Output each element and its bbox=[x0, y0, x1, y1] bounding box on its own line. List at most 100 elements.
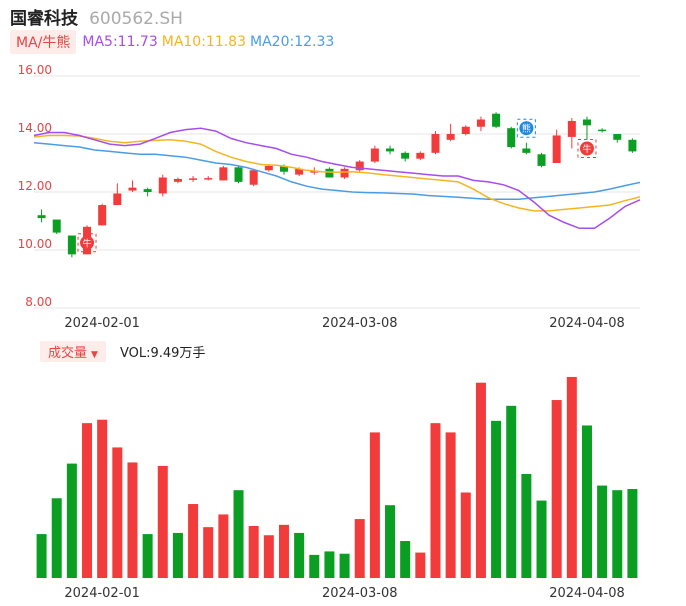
candle-body bbox=[279, 165, 288, 172]
candle-body bbox=[128, 187, 137, 191]
volume-bar bbox=[612, 490, 623, 578]
signal-label: 牛 bbox=[83, 237, 92, 249]
candle-body bbox=[325, 168, 334, 178]
ma-legend: MA/牛熊 MA5:11.73 MA10:11.83 MA20:12.33 bbox=[10, 30, 338, 54]
candle-body bbox=[628, 139, 637, 152]
candle-body bbox=[143, 189, 152, 192]
candle-body bbox=[507, 128, 516, 148]
volume-bar bbox=[127, 462, 138, 578]
volume-bar bbox=[82, 423, 93, 578]
volume-bar bbox=[66, 463, 77, 578]
price-date-label: 2024-03-08 bbox=[322, 316, 398, 331]
candle-body bbox=[67, 235, 76, 255]
volume-bar bbox=[203, 527, 214, 578]
volume-bar bbox=[278, 524, 289, 578]
volume-bar bbox=[627, 489, 638, 578]
volume-bar bbox=[248, 526, 259, 578]
volume-bar bbox=[475, 382, 486, 578]
candle-body bbox=[537, 154, 546, 166]
price-tick-label: 8.00 bbox=[25, 295, 52, 309]
volume-bar bbox=[506, 405, 517, 578]
volume-bar bbox=[536, 500, 547, 578]
signal-icon bbox=[579, 141, 594, 156]
price-tick-label: 16.00 bbox=[18, 63, 52, 77]
price-tick-label: 10.00 bbox=[18, 237, 52, 251]
signal-label: 牛 bbox=[582, 143, 591, 155]
candle-body bbox=[219, 167, 228, 181]
volume-bar bbox=[309, 554, 320, 578]
volume-bar bbox=[188, 504, 199, 578]
volume-bar bbox=[142, 534, 153, 578]
signal-frame bbox=[77, 233, 97, 253]
signal-frame bbox=[516, 118, 536, 138]
ma5-line bbox=[33, 127, 641, 230]
stock-name: 国睿科技 bbox=[10, 9, 78, 29]
volume-bar bbox=[551, 400, 562, 578]
stock-header: 国睿科技 600562.SH bbox=[10, 4, 183, 29]
candle-body bbox=[249, 170, 258, 185]
volume-date-label: 2024-03-08 bbox=[322, 586, 398, 601]
ma10-legend-label: MA10:11.83 bbox=[161, 34, 247, 50]
volume-bar bbox=[354, 519, 365, 578]
candle-body bbox=[461, 126, 470, 134]
price-date-label: 2024-02-01 bbox=[64, 316, 140, 331]
candle-body bbox=[476, 119, 485, 127]
candle-body bbox=[189, 178, 198, 180]
candle-body bbox=[613, 134, 622, 140]
candle-body bbox=[582, 119, 591, 126]
candle-body bbox=[173, 178, 182, 182]
candle-body bbox=[522, 148, 531, 153]
ma-indicator-toggle[interactable]: MA/牛熊 bbox=[10, 30, 77, 54]
signal-icon bbox=[519, 121, 534, 136]
candle-body bbox=[234, 167, 243, 182]
volume-bar bbox=[172, 532, 183, 578]
price-tick-label: 14.00 bbox=[18, 121, 52, 135]
volume-bar bbox=[385, 505, 396, 578]
ma10-line bbox=[33, 134, 641, 212]
volume-bar bbox=[36, 534, 47, 578]
candle-body bbox=[264, 165, 273, 171]
volume-bar bbox=[339, 553, 350, 578]
volume-bar bbox=[97, 419, 108, 578]
price-date-label: 2024-04-08 bbox=[549, 316, 625, 331]
volume-bar bbox=[430, 423, 441, 578]
volume-bar bbox=[460, 492, 471, 578]
candle-body bbox=[113, 193, 122, 206]
candle-body bbox=[567, 120, 576, 137]
volume-bar bbox=[324, 551, 335, 578]
candle-body bbox=[492, 113, 501, 127]
candle-body bbox=[386, 148, 395, 152]
volume-bar bbox=[521, 474, 532, 578]
signal-icon bbox=[80, 235, 95, 250]
volume-bar bbox=[445, 432, 456, 578]
volume-bar bbox=[369, 432, 380, 578]
volume-bar bbox=[400, 541, 411, 578]
volume-bar bbox=[294, 532, 305, 578]
price-tick-label: 12.00 bbox=[18, 179, 52, 193]
candle-body bbox=[416, 152, 425, 159]
candle-body bbox=[370, 148, 379, 162]
candle-body bbox=[340, 168, 349, 178]
ma20-legend-label: MA20:12.33 bbox=[250, 34, 335, 50]
volume-bar bbox=[218, 514, 229, 578]
candle-body bbox=[310, 171, 319, 173]
volume-value: VOL:9.49万手 bbox=[119, 345, 206, 361]
volume-bar bbox=[581, 425, 592, 578]
volume-bar bbox=[597, 485, 608, 578]
volume-bar bbox=[51, 498, 62, 578]
candle-body bbox=[598, 129, 607, 132]
stock-code: 600562.SH bbox=[89, 9, 183, 29]
volume-date-label: 2024-02-01 bbox=[64, 586, 140, 601]
dropdown-arrow-icon: ▼ bbox=[91, 349, 98, 360]
volume-bar bbox=[112, 447, 123, 578]
signal-label: 熊 bbox=[522, 123, 531, 135]
volume-legend: 成交量 ▼ VOL:9.49万手 bbox=[40, 340, 206, 362]
candle-body bbox=[52, 219, 61, 233]
candle-body bbox=[98, 205, 107, 226]
candle-body bbox=[37, 215, 46, 219]
candle-body bbox=[401, 152, 410, 159]
volume-indicator-toggle[interactable]: 成交量 ▼ bbox=[40, 340, 106, 362]
candle-body bbox=[158, 177, 167, 194]
candle-body bbox=[355, 161, 364, 171]
